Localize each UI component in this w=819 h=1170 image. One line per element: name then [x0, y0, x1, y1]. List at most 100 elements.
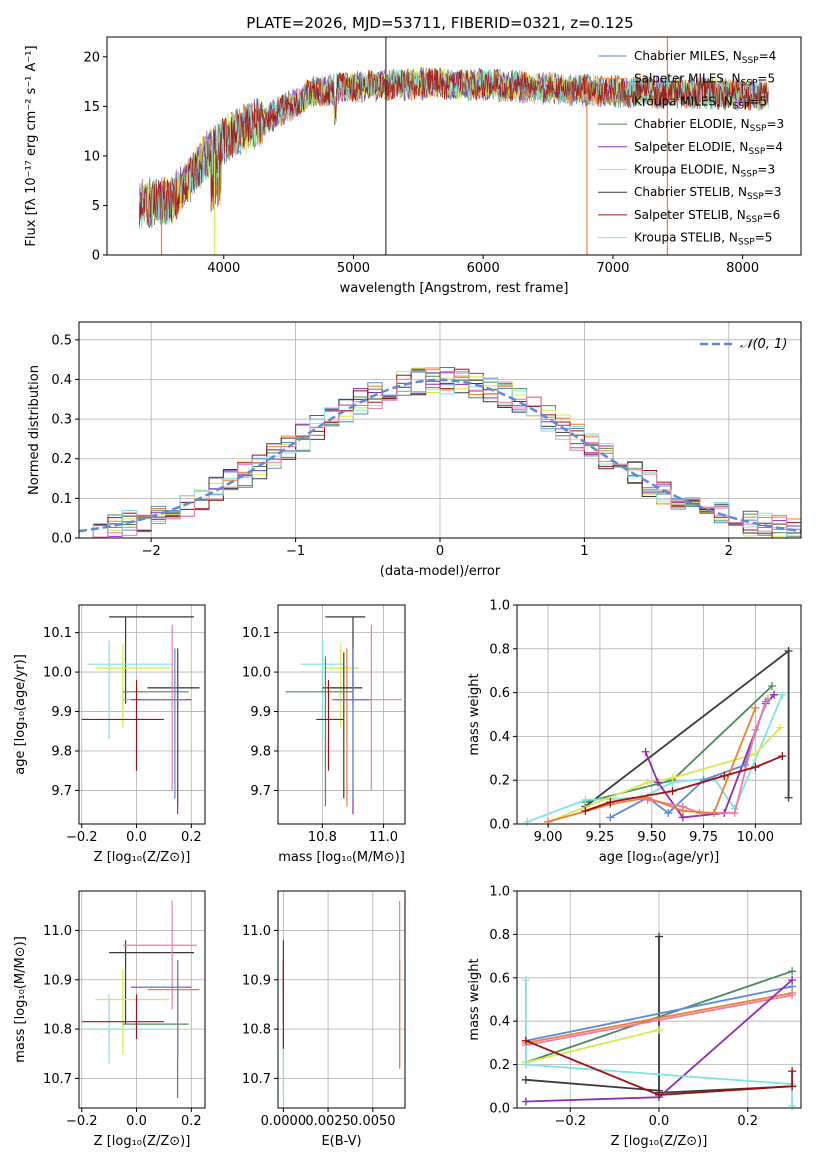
legend-entry: Kroupa MILES, NSSP=5 [634, 94, 767, 111]
normal-curve [78, 378, 802, 533]
y-tick-label: 11.0 [43, 924, 72, 939]
histogram-step [79, 369, 801, 539]
y-tick-label: 9.9 [250, 705, 271, 720]
y-tick-label: 10.0 [43, 666, 72, 681]
legend-entry: Salpeter ELODIE, NSSP=4 [634, 140, 783, 157]
x-axis-label: Z [log₁₀(Z/Z⊙)] [611, 1134, 708, 1149]
x-tick-label: 11.0 [369, 830, 398, 845]
weight-marker [523, 817, 532, 826]
x-tick-label: −0.2 [66, 830, 98, 845]
weight-line [525, 1039, 793, 1096]
axes-frame [277, 890, 406, 1109]
y-tick-label: 10 [83, 149, 100, 164]
y-tick-label: 0.4 [489, 730, 510, 745]
y-axis-label: Flux [fλ 10⁻¹⁷ erg cm⁻² s⁻¹ A⁻¹] [24, 45, 39, 246]
weight-line [525, 970, 793, 1064]
weight-marker [788, 1067, 797, 1076]
weight-marker [720, 771, 729, 780]
spectrum-line-salpeter-stelib [139, 68, 769, 226]
x-tick-label: 0.2 [181, 830, 202, 845]
weight-marker [606, 813, 615, 822]
x-tick-label: 9.25 [585, 830, 614, 845]
y-tick-label: 10.9 [242, 973, 271, 988]
histogram-step [79, 372, 801, 539]
y-tick-label: 9.8 [51, 745, 72, 760]
axes-frame [277, 604, 406, 825]
y-tick-label: 10.8 [242, 1023, 271, 1038]
axes-frame [78, 890, 206, 1109]
x-tick-label: −2 [142, 544, 161, 559]
weight-marker [778, 752, 787, 761]
x-axis-label: Z [log₁₀(Z/Z⊙)] [94, 1134, 191, 1149]
y-tick-label: 0.4 [489, 1015, 510, 1030]
x-tick-label: 9.75 [689, 830, 718, 845]
weight-line [585, 755, 783, 812]
weight-marker [788, 967, 797, 976]
y-tick-label: 10.0 [242, 666, 271, 681]
x-tick-label: 0.0 [649, 1114, 670, 1129]
weight-vs-age-panel: 9.00 9.25 9.50 9.75 10.00 0.0 0.2 0.4 0.6 0.8 1.0 a… [467, 599, 802, 865]
weight-marker [521, 1075, 530, 1084]
y-tick-label: 11.0 [242, 924, 271, 939]
x-axis-label: (data-model)/error [380, 564, 501, 579]
weight-marker [521, 975, 530, 984]
weight-marker [643, 778, 652, 787]
y-tick-label: 10.7 [43, 1072, 72, 1087]
weight-marker [641, 747, 650, 756]
x-tick-label: 2 [725, 544, 733, 559]
weight-marker [606, 798, 615, 807]
y-axis-label: mass [log₁₀(M/M⊙)] [13, 936, 28, 1063]
x-tick-label: 0.2 [181, 1114, 202, 1129]
x-tick-label: 0.2 [737, 1114, 758, 1129]
y-tick-label: 0.6 [489, 686, 510, 701]
weight-marker [741, 760, 750, 769]
weight-marker [751, 763, 760, 772]
x-tick-label: 0.0050 [350, 1114, 396, 1129]
y-tick-label: 0.8 [489, 642, 510, 657]
y-tick-label: 0.2 [489, 1058, 510, 1073]
y-tick-label: 9.8 [250, 745, 271, 760]
weight-marker [521, 1060, 530, 1069]
x-axis-label: Z [log₁₀(Z/Z⊙)] [94, 850, 191, 865]
weight-line [525, 1029, 660, 1064]
x-tick-label: 7000 [596, 261, 629, 276]
x-tick-label: 0.0000 [261, 1114, 307, 1129]
weight-marker [664, 809, 673, 818]
legend-entry: Kroupa ELODIE, NSSP=3 [634, 163, 775, 180]
legend-entry: Chabrier ELODIE, NSSP=3 [634, 117, 784, 134]
mass-vs-metallicity-panel: −0.2 0.0 0.2 10.7 10.8 10.9 11.0 Z [log₁₀(Z/Z⊙)… [13, 890, 206, 1149]
y-tick-label: 10.7 [242, 1072, 271, 1087]
y-tick-label: 9.7 [51, 784, 72, 799]
weight-marker [784, 793, 793, 802]
weight-line [547, 726, 781, 823]
y-tick-label: 0.3 [51, 413, 72, 428]
x-tick-label: −0.2 [66, 1114, 98, 1129]
weight-marker [668, 787, 677, 796]
weight-line [647, 698, 769, 814]
legend-entry: Salpeter STELIB, NSSP=6 [634, 208, 780, 225]
x-axis-label: E(B-V) [321, 1134, 361, 1149]
weight-marker [581, 806, 590, 815]
x-tick-label: 8000 [726, 261, 759, 276]
y-tick-label: 1.0 [489, 885, 510, 900]
x-tick-label: 0.0025 [305, 1114, 351, 1129]
y-tick-label: 10.8 [43, 1023, 72, 1038]
weight-marker [668, 774, 677, 783]
weight-marker [788, 1082, 797, 1091]
histogram-step [79, 368, 801, 539]
weight-line [547, 707, 757, 823]
x-axis-label: age [log₁₀(age/yr)] [599, 850, 720, 865]
weight-line [525, 994, 793, 1046]
weight-marker [653, 778, 662, 787]
y-tick-label: 9.7 [250, 784, 271, 799]
axes-frame [106, 36, 802, 256]
spectrum-panel: 4000 5000 6000 7000 8000 0 5 10 15 20 wavelength [… [24, 36, 802, 296]
x-tick-label: 6000 [467, 261, 500, 276]
weight-marker [788, 991, 797, 1000]
weight-line [525, 980, 793, 1106]
y-tick-label: 0.0 [51, 532, 72, 547]
y-tick-label: 0.1 [51, 492, 72, 507]
y-tick-label: 0.6 [489, 971, 510, 986]
weight-marker [751, 725, 760, 734]
